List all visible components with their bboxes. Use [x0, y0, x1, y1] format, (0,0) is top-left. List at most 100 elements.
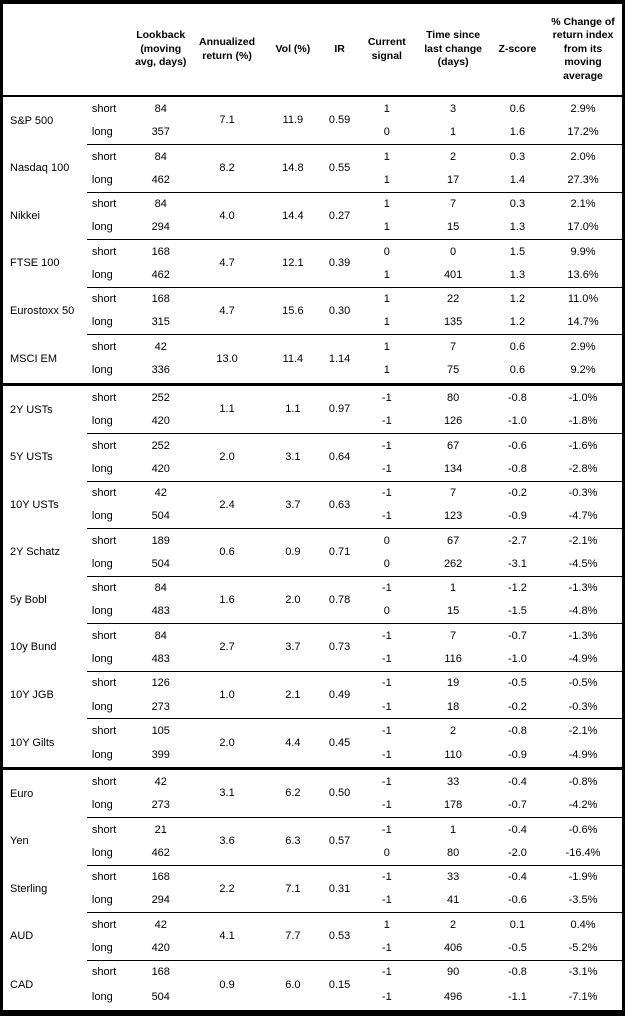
asset-name-cell: MSCI EM	[10, 352, 58, 365]
z-score-cell: 0.3	[490, 191, 545, 216]
horizon-cell: long	[91, 510, 113, 523]
table-row: Nikkei short 84 4.0 14.4 0.27 1 7 0.3 2.1%	[2, 191, 624, 240]
annualized-return-cell: 2.7	[189, 623, 265, 672]
time-since-cell: 7	[415, 480, 491, 505]
lookback-cell: 21	[132, 817, 190, 842]
annualized-return-cell: 8.2	[189, 143, 265, 193]
horizon-cell: short	[86, 575, 133, 600]
horizon-cell: short	[86, 286, 133, 311]
lookback-cell: 126	[132, 670, 190, 695]
time-since-cell: 134	[443, 462, 463, 475]
time-since-cell: 80	[415, 382, 491, 410]
table-row: long 483 -1 116 -1.0 -4.9%	[2, 647, 624, 671]
vol-cell: 11.9	[264, 95, 321, 145]
table-row: 10Y USTs short 42 2.4 3.7 0.63 -1 7 -0.2 -0.3%	[2, 480, 624, 529]
ir-cell: 0.27	[321, 191, 359, 240]
horizon-cell: long	[91, 653, 113, 665]
horizon-cell: short	[86, 143, 133, 169]
time-since-cell: 116	[444, 653, 462, 665]
lookback-cell: 84	[132, 623, 190, 648]
table-row: long 315 1 135 1.2 14.7%	[2, 311, 624, 335]
table-row: long 294 1 15 1.3 17.0%	[2, 216, 624, 240]
table-row: long 420 -1 134 -0.8 -2.8%	[2, 457, 624, 481]
col-header-vol: Vol (%)	[264, 2, 321, 97]
z-score-cell: -0.7	[490, 623, 545, 648]
z-score-cell: -2.0	[507, 846, 527, 859]
z-score-cell: 1.2	[490, 286, 545, 311]
z-score-cell: -0.4	[490, 766, 545, 794]
pct-change-cell: 9.2%	[570, 364, 596, 377]
col-header-lookback: Lookback (moving avg, days)	[132, 2, 190, 97]
pct-change-cell: -3.5%	[568, 894, 598, 907]
time-since-cell: 17	[446, 173, 460, 186]
table-row: long 504 0 262 -3.1 -4.5%	[2, 552, 624, 576]
ir-cell: 0.63	[321, 480, 359, 529]
signal-cell: -1	[381, 700, 392, 713]
time-since-cell: 90	[415, 959, 491, 984]
signal-cell: 0	[383, 846, 390, 859]
signal-cell: 1	[383, 364, 390, 377]
z-score-cell: -0.8	[490, 959, 545, 984]
lookback-cell: 504	[151, 557, 170, 570]
pct-change-cell: -5.2%	[568, 942, 598, 954]
lookback-cell: 189	[132, 528, 190, 553]
time-since-cell: 178	[443, 799, 463, 812]
table-row: CAD short 168 0.9 6.0 0.15 -1 90 -0.8 -3.1%	[2, 959, 624, 1013]
lookback-cell: 294	[151, 221, 170, 234]
z-score-cell: -0.6	[507, 894, 527, 907]
horizon-cell: short	[86, 480, 133, 505]
z-score-cell: -0.4	[490, 817, 545, 842]
time-since-cell: 18	[446, 700, 460, 713]
pct-change-cell: -4.9%	[568, 748, 598, 761]
pct-change-cell: -0.8%	[544, 766, 624, 794]
pct-change-cell: 27.3%	[567, 173, 599, 186]
pct-change-cell: 2.9%	[544, 95, 624, 121]
horizon-cell: short	[86, 623, 133, 648]
asset-name-cell: CAD	[10, 979, 34, 992]
lookback-cell: 42	[132, 912, 190, 937]
signal-cell: 0	[383, 605, 390, 618]
z-score-cell: -0.5	[490, 670, 545, 695]
horizon-cell: short	[86, 766, 133, 794]
annualized-return-cell: 0.9	[189, 959, 265, 1013]
z-score-cell: 1.4	[509, 173, 526, 186]
asset-name-cell: 10Y Gilts	[10, 736, 55, 749]
lookback-cell: 483	[151, 605, 170, 618]
horizon-cell: short	[86, 864, 133, 889]
z-score-cell: 0.3	[490, 143, 545, 169]
time-since-cell: 15	[446, 221, 460, 234]
asset-name-cell: Euro	[1, 766, 87, 818]
annualized-return-cell: 4.1	[189, 912, 265, 961]
pct-change-cell: 17.0%	[567, 221, 599, 234]
pct-change-cell: -1.3%	[544, 623, 624, 648]
ir-cell: 0.39	[321, 239, 359, 288]
table-row: long 399 -1 110 -0.9 -4.9%	[2, 742, 624, 768]
vol-cell: 0.9	[264, 528, 321, 577]
time-since-cell: 135	[443, 316, 463, 329]
asset-name-cell: Eurostoxx 50	[10, 304, 75, 317]
annualized-return-cell: 2.2	[189, 864, 265, 913]
z-score-cell: -0.7	[507, 799, 527, 812]
table-row: Eurostoxx 50 short 168 4.7 15.6 0.30 1 22 1.2 11.…	[2, 286, 624, 335]
z-score-cell: 1.3	[509, 221, 526, 234]
horizon-cell: long	[91, 415, 113, 428]
pct-change-cell: -1.0%	[544, 382, 624, 410]
pct-change-cell: -4.9%	[568, 653, 598, 665]
ir-cell: 0.50	[321, 766, 359, 818]
z-score-cell: -0.2	[507, 700, 527, 713]
lookback-cell: 42	[132, 334, 190, 359]
time-since-cell: 67	[415, 432, 491, 458]
horizon-cell: long	[91, 462, 113, 475]
signal-cell: 1	[383, 221, 390, 234]
asset-name-cell: 10y Bund	[10, 641, 57, 654]
horizon-cell: long	[91, 316, 113, 329]
lookback-cell: 84	[132, 575, 190, 600]
annualized-return-cell: 0.6	[189, 528, 265, 577]
time-since-cell: 123	[443, 510, 463, 523]
signal-cell: -1	[381, 415, 392, 428]
ir-cell: 1.14	[321, 334, 359, 385]
annualized-return-cell: 4.7	[189, 239, 265, 288]
signal-cell: 1	[358, 95, 416, 121]
table-header: Lookback (moving avg, days) Annualized r…	[1, 2, 624, 97]
horizon-cell: long	[91, 173, 113, 186]
